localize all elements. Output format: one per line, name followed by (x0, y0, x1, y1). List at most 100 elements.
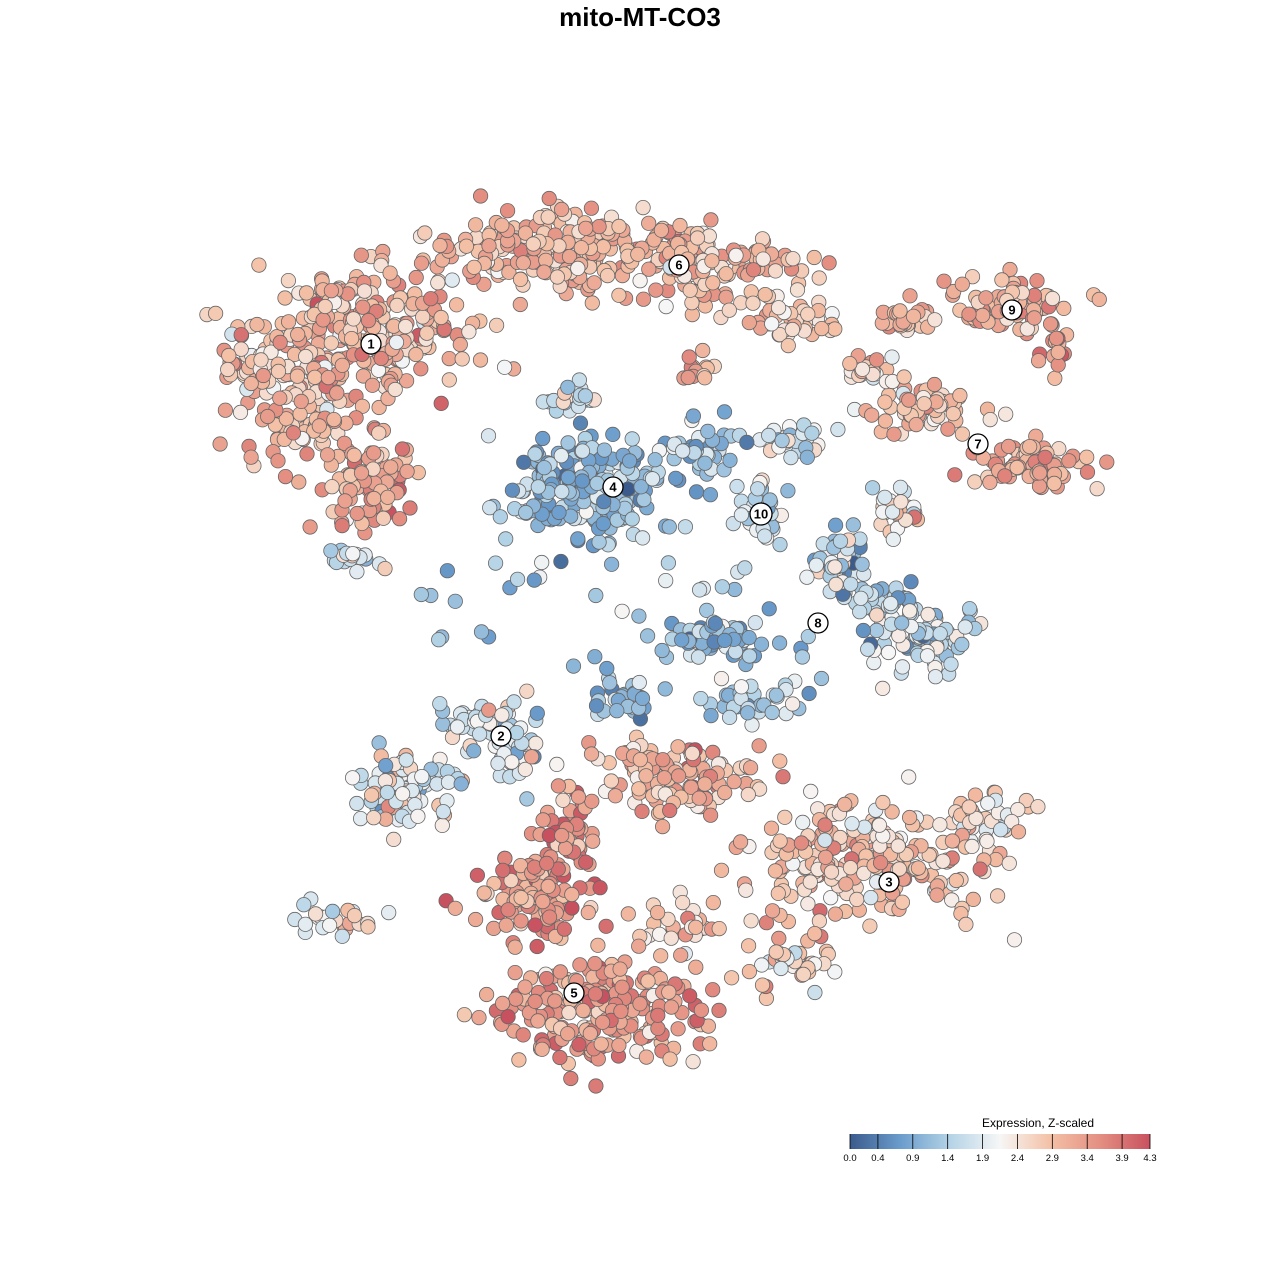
cell-point (564, 900, 580, 916)
cell-point (402, 500, 418, 516)
cell-point (908, 416, 924, 433)
cell-point (1001, 855, 1017, 871)
cell-point (272, 390, 288, 406)
cluster-label-5: 5 (563, 982, 585, 1004)
cell-point (763, 820, 780, 836)
cell-point (307, 906, 324, 922)
cell-point (220, 361, 236, 378)
cell-point (448, 297, 465, 313)
cell-point (892, 479, 909, 495)
cell-point (638, 1049, 655, 1065)
cell-point (827, 906, 844, 922)
cell-point (982, 411, 998, 428)
cluster-label-4: 4 (602, 476, 624, 498)
cluster-label-3: 3 (878, 871, 900, 893)
cell-point (772, 833, 788, 849)
cell-point (682, 988, 698, 1004)
cell-point (571, 372, 588, 388)
cell-point (530, 479, 546, 495)
cell-point (507, 939, 523, 955)
legend-tick-label: 1.4 (941, 1153, 954, 1164)
cell-point (639, 628, 656, 644)
cell-point (1032, 465, 1048, 481)
cell-point (554, 483, 570, 500)
cell-point (394, 786, 411, 802)
cell-point (221, 347, 237, 364)
cell-point (770, 300, 787, 316)
cell-point (691, 582, 708, 598)
cell-point (337, 493, 353, 509)
cell-point (767, 263, 784, 279)
cluster-label-text: 7 (974, 437, 981, 452)
cell-point (603, 556, 620, 572)
cell-point (595, 515, 611, 532)
cell-point (631, 938, 647, 954)
cell-point (884, 504, 901, 520)
cell-point (334, 517, 350, 534)
cell-point (993, 822, 1009, 838)
cell-point (905, 308, 922, 324)
cell-point (525, 236, 541, 252)
cell-point (807, 984, 823, 1001)
cell-point (573, 240, 589, 256)
cell-point (280, 272, 296, 289)
cell-point (506, 694, 522, 710)
cell-point (750, 481, 766, 497)
cell-point (697, 370, 713, 386)
cell-point (721, 709, 738, 726)
cell-point (560, 435, 576, 451)
cluster-label-marker (563, 982, 585, 1004)
cell-point (379, 784, 395, 801)
cell-point (1061, 453, 1077, 469)
cell-point (317, 298, 333, 315)
cell-point (761, 601, 777, 617)
cell-point (741, 629, 757, 646)
cell-point (856, 819, 873, 835)
cell-point (770, 885, 786, 902)
cell-point (560, 469, 576, 485)
cell-point (638, 768, 654, 784)
cell-point (469, 867, 485, 883)
cell-point (741, 648, 758, 664)
cell-point (534, 554, 550, 571)
cell-point (1047, 370, 1063, 386)
cell-point (695, 342, 711, 359)
cell-point (932, 626, 948, 642)
cell-point (270, 363, 287, 379)
cell-point (838, 876, 854, 892)
cell-point (289, 368, 305, 384)
cell-point (823, 890, 839, 906)
cell-point (947, 467, 963, 483)
legend-tick-label: 1.9 (976, 1153, 989, 1164)
cell-point (994, 272, 1010, 288)
cell-point (611, 287, 627, 303)
cell-point (807, 925, 823, 942)
cell-point (1099, 454, 1115, 470)
cell-point (741, 314, 757, 331)
cell-point (315, 312, 331, 328)
cell-point (612, 961, 628, 977)
cell-point (764, 903, 781, 919)
cell-point (885, 531, 901, 548)
cell-point (550, 778, 567, 794)
cell-point (630, 246, 646, 262)
cell-point (480, 428, 497, 444)
cell-point (324, 903, 341, 920)
cell-point (723, 970, 740, 986)
cell-point (588, 587, 604, 604)
cell-point (700, 423, 716, 439)
cell-point (806, 249, 822, 266)
cell-point (800, 896, 816, 912)
cell-point (740, 938, 757, 954)
cell-point (413, 361, 429, 377)
cell-point (415, 309, 431, 325)
cell-point (397, 318, 414, 335)
cell-point (705, 275, 721, 291)
cell-point (232, 404, 249, 420)
cell-point (689, 230, 706, 246)
legend-title: Expression, Z-scaled (982, 1116, 1094, 1130)
cell-point (740, 705, 756, 721)
cell-point (935, 853, 951, 869)
cell-point (382, 265, 398, 281)
